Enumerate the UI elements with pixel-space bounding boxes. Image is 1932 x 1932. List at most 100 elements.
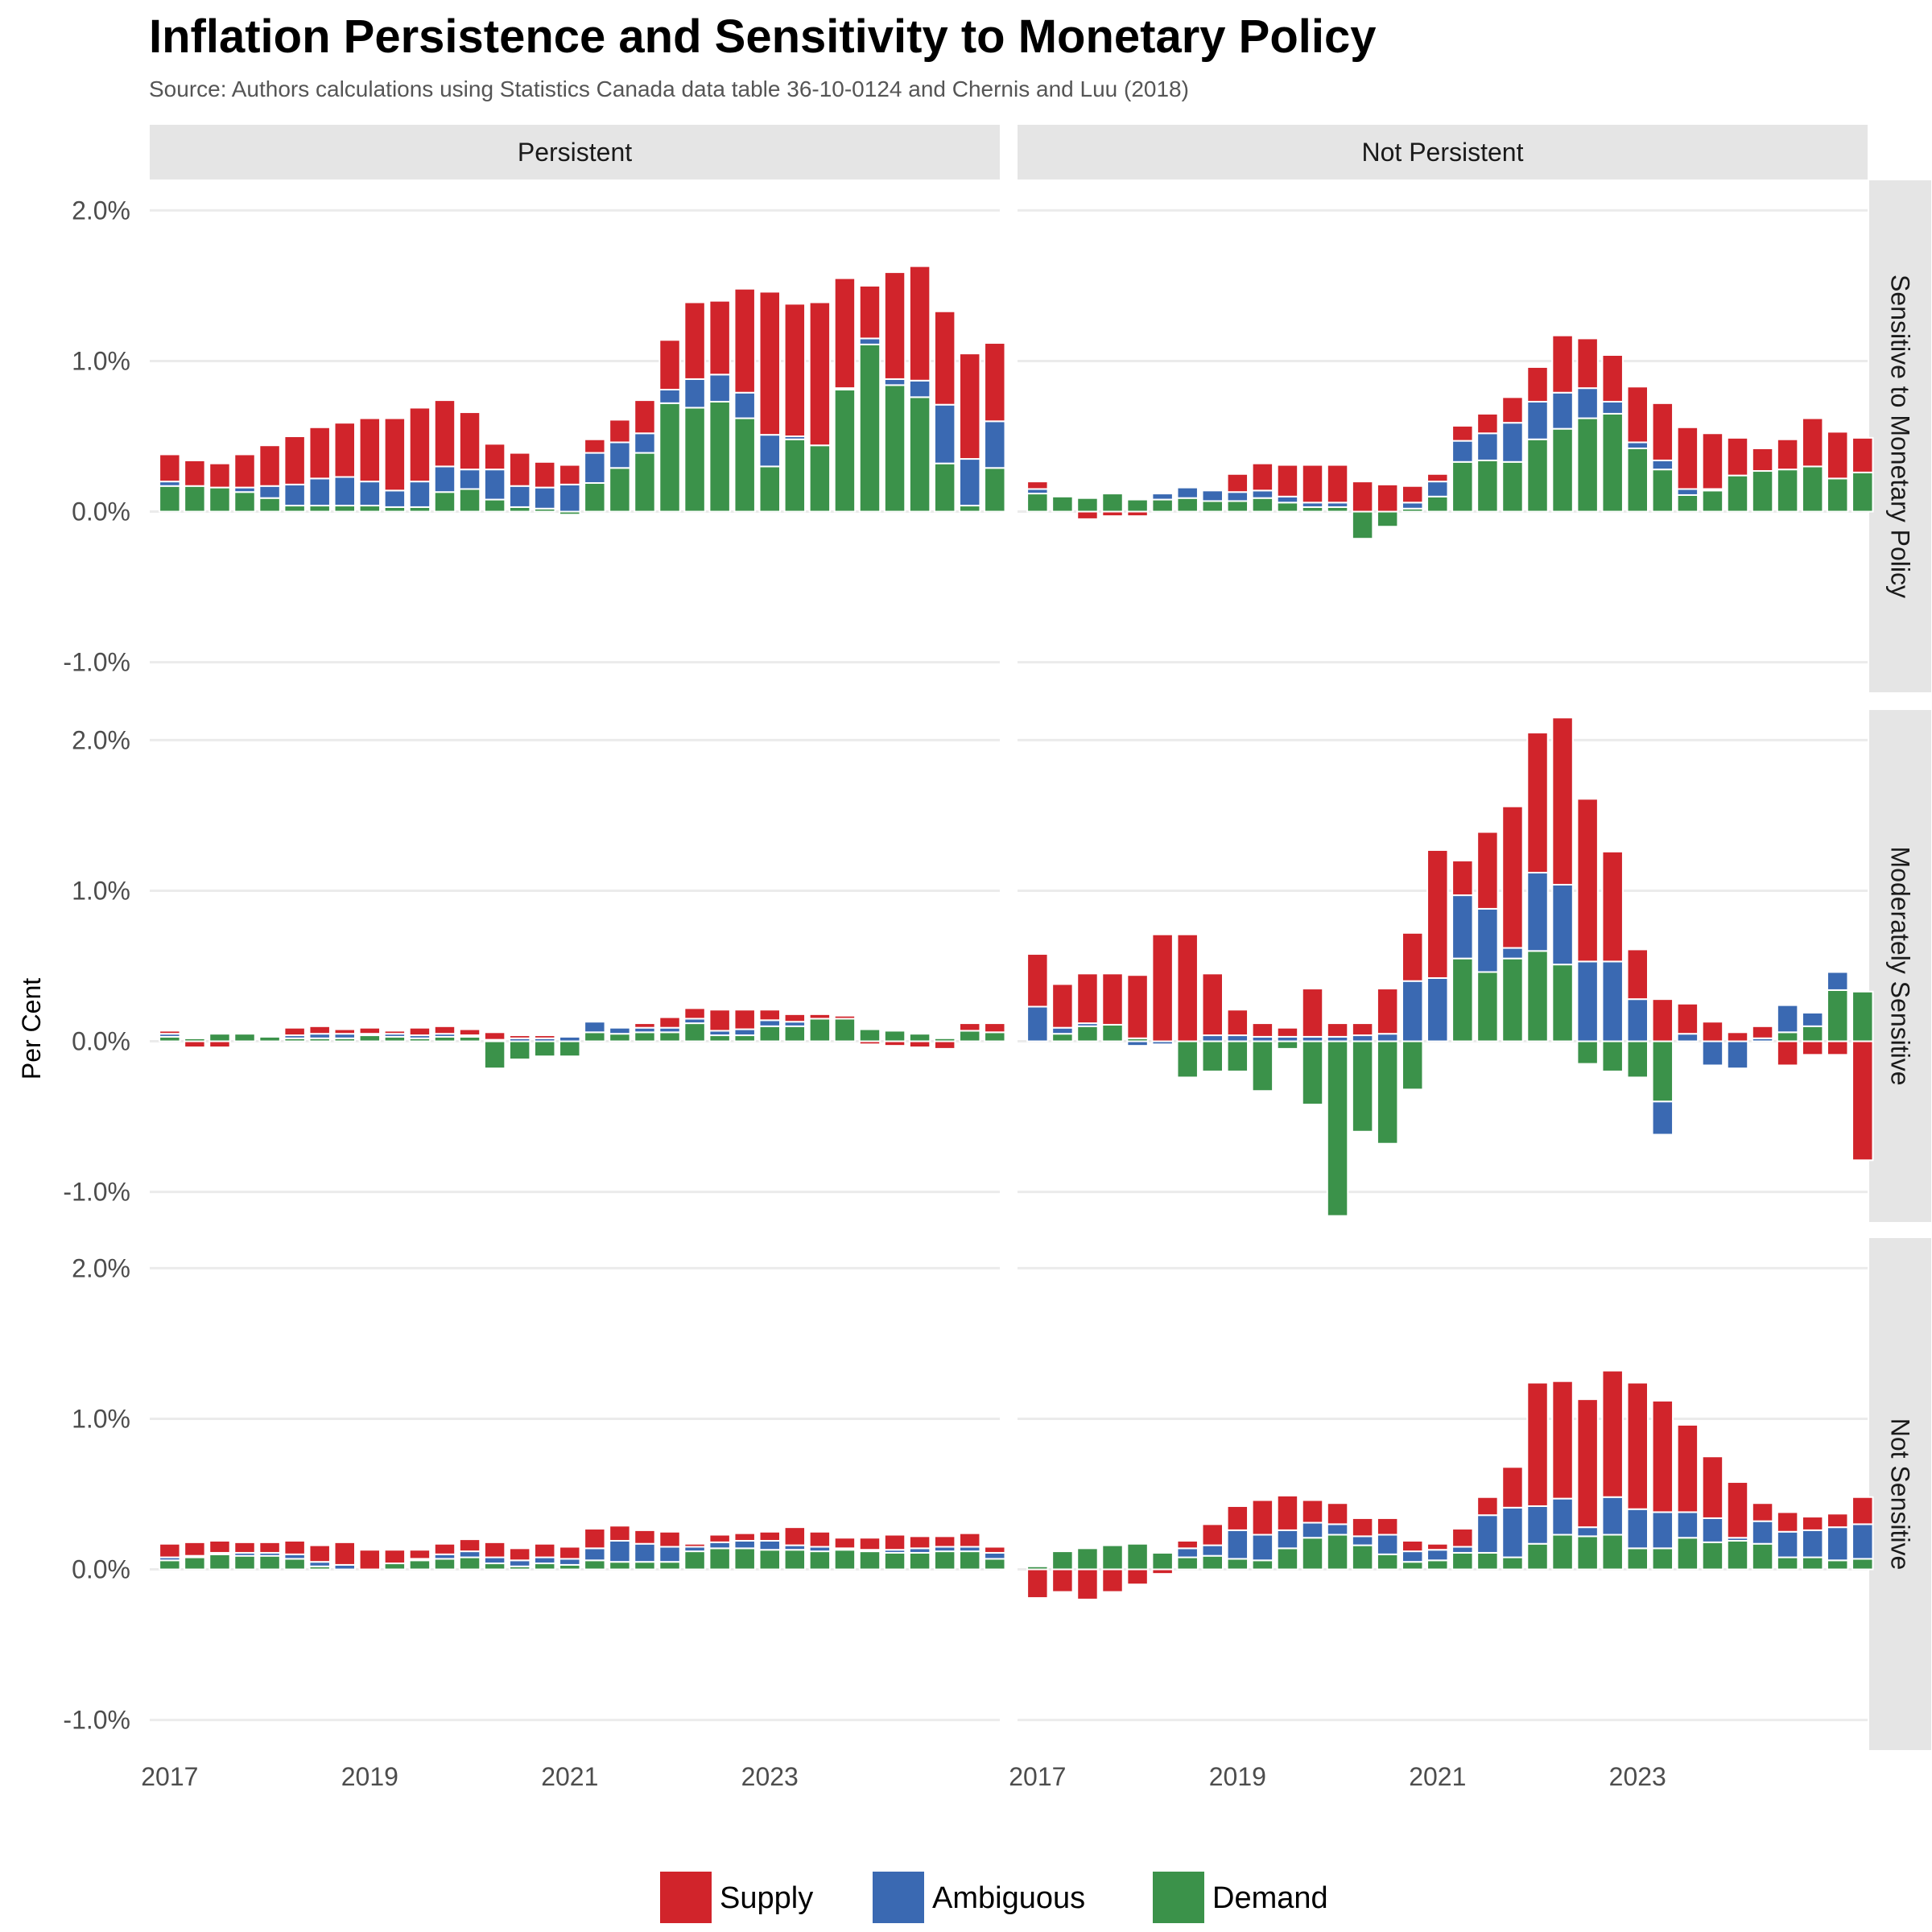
bar-supply (1701, 1021, 1724, 1042)
bar-demand (609, 1033, 631, 1042)
bar-demand (783, 1025, 807, 1042)
bar-demand (233, 1033, 256, 1042)
strip-label-not-persistent: Not Persistent (1362, 138, 1524, 167)
bar-ambiguous (1801, 1011, 1824, 1027)
bar-supply (1501, 805, 1524, 949)
bar-demand (184, 1556, 206, 1571)
bar-supply (1852, 1496, 1874, 1525)
bar-demand (733, 1547, 756, 1571)
bar-ambiguous (1776, 1530, 1799, 1558)
bar-demand (208, 1553, 231, 1571)
bar-ambiguous (1401, 980, 1424, 1042)
bar-demand (1101, 493, 1124, 513)
bar-supply (883, 271, 906, 380)
y-tick-label: 2.0% (72, 725, 130, 754)
bar-ambiguous (1601, 960, 1624, 1042)
bar-supply (833, 277, 857, 390)
bar-supply (1501, 1466, 1524, 1509)
bar-demand (1201, 1040, 1224, 1072)
bar-supply (1326, 1502, 1349, 1525)
bar-supply (1626, 386, 1649, 444)
bar-ambiguous (1451, 1546, 1474, 1554)
bar-ambiguous (1601, 400, 1624, 415)
y-tick-label: -1.0% (63, 1706, 130, 1735)
chart-subtitle: Source: Authors calculations using Stati… (149, 76, 1189, 101)
bar-supply (1526, 1381, 1549, 1507)
bar-demand (483, 498, 506, 513)
bar-supply (184, 459, 206, 487)
bar-supply (1626, 948, 1649, 1001)
bar-ambiguous (1826, 971, 1849, 991)
bar-supply (1226, 1505, 1249, 1531)
bar-supply (1251, 1499, 1274, 1536)
bar-supply (958, 1532, 981, 1548)
bar-demand (508, 1040, 531, 1060)
bar-ambiguous (1276, 1529, 1299, 1550)
bar-supply (683, 1007, 706, 1020)
bar-demand (159, 1559, 181, 1571)
bar-supply (283, 436, 306, 485)
bar-supply (233, 1541, 256, 1554)
bar-demand (1276, 1040, 1299, 1050)
bar-supply (1351, 481, 1374, 513)
bar-demand (433, 491, 456, 513)
bar-ambiguous (1501, 422, 1524, 463)
bar-ambiguous (483, 1556, 506, 1565)
bar-supply (908, 1535, 931, 1550)
bar-supply (1426, 473, 1449, 483)
bar-ambiguous (1526, 1505, 1549, 1545)
bar-supply (1276, 1026, 1299, 1038)
bar-ambiguous (658, 1546, 681, 1563)
bar-demand (758, 465, 781, 513)
bar-supply (783, 1526, 807, 1546)
bar-supply (1351, 1517, 1374, 1538)
bar-ambiguous (858, 337, 881, 345)
bar-ambiguous (1576, 1526, 1599, 1538)
bar-supply (1026, 481, 1049, 490)
bar-supply (383, 1549, 407, 1565)
bar-demand (1651, 1547, 1674, 1571)
bar-ambiguous (658, 389, 681, 404)
bar-demand (159, 485, 181, 513)
bar-demand (1826, 1559, 1849, 1571)
bar-supply (1151, 933, 1174, 1042)
bar-demand (858, 1028, 881, 1042)
bar-supply (258, 1541, 281, 1554)
bar-supply (1576, 1398, 1599, 1529)
bar-demand (1826, 477, 1849, 513)
bar-supply (483, 1541, 506, 1558)
bar-supply (933, 310, 956, 406)
bar-demand (1176, 1040, 1199, 1079)
bar-supply (1151, 1568, 1174, 1575)
bar-supply (208, 1040, 231, 1049)
bar-demand (1776, 1556, 1799, 1571)
bar-ambiguous (1751, 1520, 1774, 1545)
bar-demand (958, 505, 981, 513)
bar-supply (1301, 988, 1324, 1038)
x-tick-label: 2017 (141, 1762, 198, 1791)
bar-supply (733, 287, 756, 394)
bar-supply (1201, 1523, 1224, 1546)
bar-supply (733, 1009, 756, 1030)
bar-supply (508, 452, 531, 487)
bar-supply (783, 1013, 807, 1023)
bar-demand (958, 1550, 981, 1571)
bar-supply (559, 1546, 581, 1560)
bar-demand (1626, 1547, 1649, 1571)
bar-supply (184, 1040, 206, 1049)
bar-ambiguous (333, 476, 356, 507)
bar-demand (758, 1549, 781, 1571)
strip-not-persistent (1018, 125, 1868, 180)
bar-ambiguous (358, 481, 382, 507)
bar-ambiguous (1576, 387, 1599, 419)
bar-ambiguous (1226, 1034, 1249, 1042)
bar-supply (358, 1549, 382, 1571)
bar-ambiguous (1026, 1005, 1049, 1042)
bar-ambiguous (1801, 1529, 1824, 1558)
bar-supply (1251, 462, 1274, 492)
bar-supply (1251, 1022, 1274, 1038)
bar-demand (933, 462, 956, 513)
bar-supply (1701, 1455, 1724, 1519)
bar-demand (858, 1550, 881, 1571)
bar-demand (308, 505, 331, 513)
